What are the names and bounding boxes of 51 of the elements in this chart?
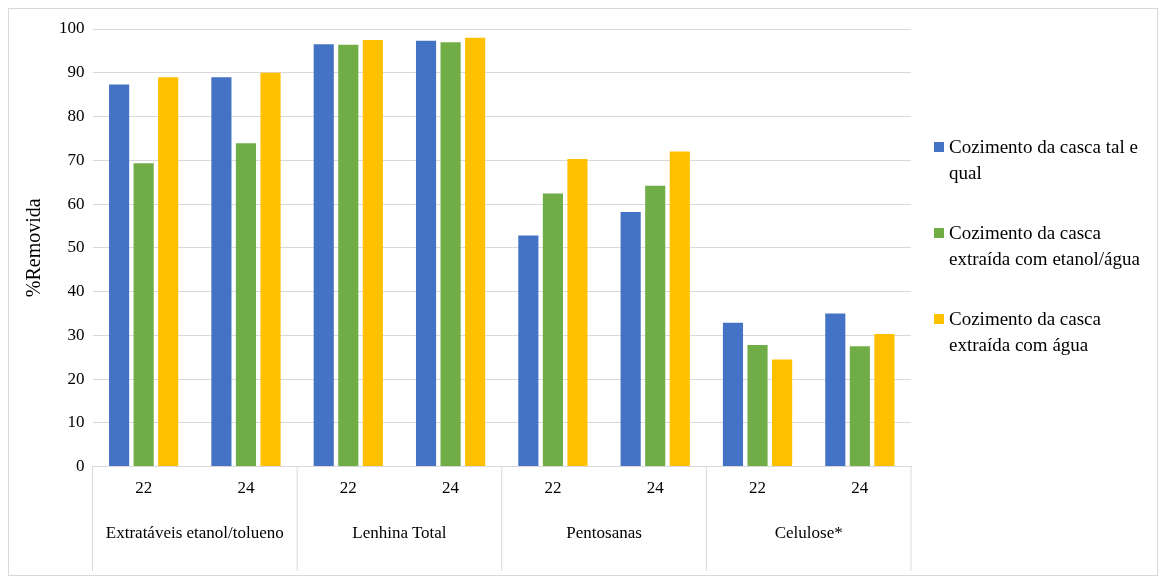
y-tick-label: 80 [67, 105, 85, 125]
bar [313, 44, 334, 467]
x-tick-label: 22 [135, 478, 153, 498]
bar [415, 40, 437, 467]
legend-label: Cozimento da casca extraída com água [949, 307, 1102, 357]
bar [874, 334, 895, 467]
text: Pentosanas [566, 522, 642, 542]
x-tick-label: 24 [442, 478, 460, 498]
x-tick-label: 24 [646, 478, 665, 498]
y-tick-label: 40 [67, 281, 85, 301]
bar [722, 322, 744, 467]
bar [747, 344, 768, 467]
y-tick-label: 30 [67, 324, 85, 344]
y-tick-label: 20 [67, 368, 85, 388]
x-tick-label: 24 [851, 478, 869, 498]
text: Lenhina Total [352, 522, 447, 542]
y-tick-label: 0 [76, 456, 85, 476]
y-tick-label: 60 [67, 193, 85, 213]
bar [465, 37, 486, 467]
text: Celulose* [774, 522, 843, 542]
bar [362, 39, 383, 467]
y-axis-title: %Removida [22, 198, 45, 298]
bar [772, 359, 793, 467]
y-tick-label: 10 [67, 412, 85, 432]
x-tick-label: 24 [237, 478, 255, 498]
x-tick-label: 22 [339, 478, 357, 498]
text: Extratáveis etanol/tolueno [105, 522, 284, 542]
bar [645, 185, 666, 467]
y-tick-label: 70 [67, 149, 85, 169]
y-tick-label: 90 [67, 62, 85, 82]
x-tick-label: 22 [544, 478, 562, 498]
bar [211, 77, 232, 467]
bar [260, 72, 281, 467]
bar [825, 313, 846, 467]
bar [849, 346, 870, 467]
bar [440, 42, 461, 467]
bar [542, 193, 563, 467]
bar [518, 235, 539, 467]
bar [133, 163, 154, 467]
y-tick-label: 100 [59, 18, 85, 38]
bar [109, 84, 130, 467]
bar [338, 44, 359, 467]
bar [620, 211, 641, 467]
x-tick-label: 22 [749, 478, 767, 498]
bar [669, 151, 690, 467]
bar [567, 158, 588, 467]
legend-label: Cozimento da casca tal e qual [949, 135, 1139, 185]
bar [158, 77, 179, 467]
y-tick-label: 50 [67, 237, 85, 257]
legend-label: Cozimento da casca extraída com etanol/água [949, 221, 1141, 271]
bar [235, 143, 257, 467]
